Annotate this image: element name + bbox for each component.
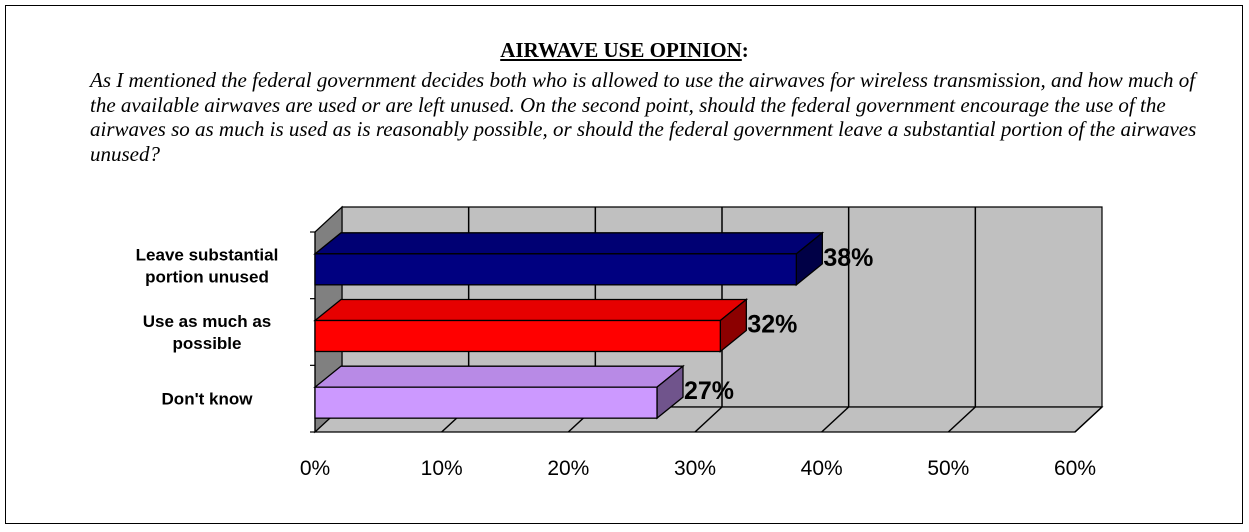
x-tick-label: 0% bbox=[300, 457, 330, 480]
bar bbox=[313, 298, 749, 353]
bar-front-face bbox=[314, 253, 797, 286]
gridline-floor bbox=[1074, 406, 1103, 433]
x-tick-label: 50% bbox=[927, 457, 969, 480]
chart-title-text: AIRWAVE USE OPINION bbox=[500, 38, 742, 62]
bar bbox=[313, 231, 825, 287]
category-label: portion unused bbox=[145, 267, 269, 286]
bar-value-label: 32% bbox=[747, 311, 797, 339]
x-tick-label: 10% bbox=[421, 457, 463, 480]
chart-title: AIRWAVE USE OPINION: bbox=[0, 38, 1249, 63]
chart-title-suffix: : bbox=[741, 38, 749, 62]
bar-value-label: 38% bbox=[823, 244, 873, 272]
x-tick-label: 60% bbox=[1054, 457, 1096, 480]
bar bbox=[313, 364, 685, 420]
x-tick-label: 30% bbox=[674, 457, 716, 480]
gridline-floor bbox=[947, 406, 976, 433]
bar-front-face bbox=[314, 386, 658, 419]
category-label: Leave substantial bbox=[136, 245, 279, 264]
category-label: possible bbox=[173, 334, 242, 353]
gridline-floor bbox=[821, 406, 850, 433]
category-label: Don't know bbox=[162, 390, 254, 409]
bar-value-label: 27% bbox=[684, 377, 734, 405]
chart-subtitle-question: As I mentioned the federal government de… bbox=[90, 68, 1197, 166]
x-tick-label: 20% bbox=[547, 457, 589, 480]
bar-front-face bbox=[314, 319, 721, 353]
category-label: Use as much as bbox=[143, 312, 272, 331]
bar-top-face bbox=[313, 232, 825, 255]
x-tick-label: 40% bbox=[801, 457, 843, 480]
bar-top-face bbox=[313, 298, 749, 322]
gridline-floor bbox=[694, 406, 723, 433]
bar-top-face bbox=[313, 365, 685, 388]
